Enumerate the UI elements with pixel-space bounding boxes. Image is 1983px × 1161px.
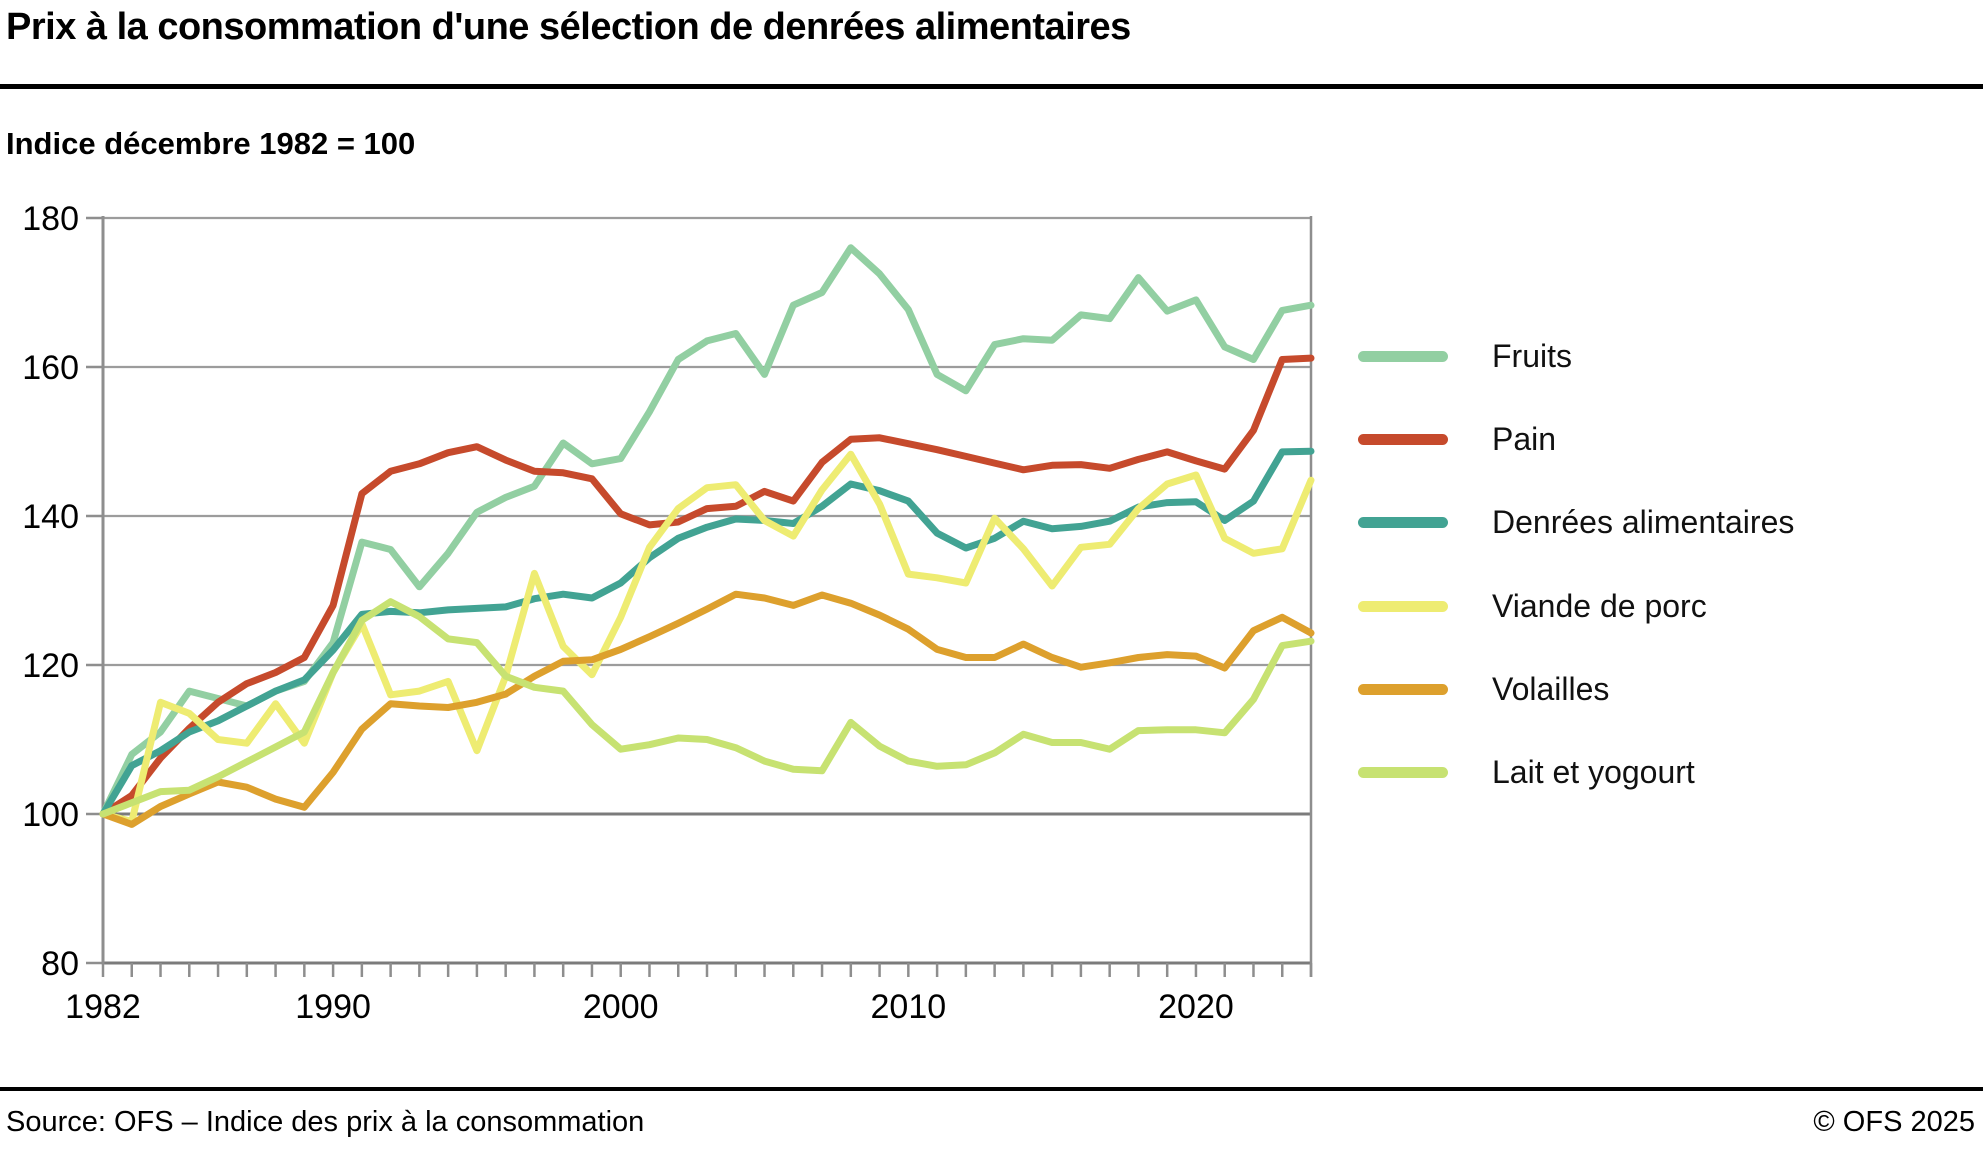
viande-de-porc-line-swatch xyxy=(1358,600,1448,612)
price-index-line-chart: 80 100 120 140 160 180 1982 1990 2000 2010 2020 xyxy=(22,200,1315,1026)
page-title: Prix à la consommation d'une sélection d… xyxy=(6,6,1131,48)
y-tick-label-100: 100 xyxy=(22,796,79,834)
legend-item-lait-et-yogourt: Lait et yogourt xyxy=(1358,754,1695,790)
legend-label: Denrées alimentaires xyxy=(1492,503,1795,540)
series-line-viande-de-porc xyxy=(99,450,1315,825)
series-line-pain xyxy=(99,354,1315,818)
y-tick-label-80: 80 xyxy=(41,945,79,983)
legend-label: Lait et yogourt xyxy=(1492,753,1695,790)
legend-label: Pain xyxy=(1492,420,1557,457)
line-chart-area: 80 100 120 140 160 180 1982 1990 2000 2010 2020 xyxy=(0,170,1983,1050)
copyright-note: © OFS 2025 xyxy=(1813,1106,1975,1138)
legend-item-volailles: Volailles xyxy=(1358,671,1609,707)
legend-label: Fruits xyxy=(1492,337,1572,374)
series-line-volailles xyxy=(99,590,1315,828)
legend-item-viande-de-porc: Viande de porc xyxy=(1358,588,1707,624)
chart-subtitle-index-base: Indice décembre 1982 = 100 xyxy=(6,126,416,161)
title-divider xyxy=(0,84,1983,89)
y-tick-label-140: 140 xyxy=(22,498,79,536)
legend-label: Viande de porc xyxy=(1492,587,1707,624)
x-tick-label-2010: 2010 xyxy=(871,988,947,1026)
y-tick-label-160: 160 xyxy=(22,349,79,387)
denrees-line-swatch xyxy=(1358,516,1448,528)
legend-item-pain: Pain xyxy=(1358,421,1556,457)
x-tick-label-2020: 2020 xyxy=(1158,988,1234,1026)
series-line-denr-es-alimentaires xyxy=(99,447,1315,818)
y-tick-label-120: 120 xyxy=(22,647,79,685)
fruits-line-swatch xyxy=(1358,350,1448,362)
legend-item-denrees-alimentaires: Denrées alimentaires xyxy=(1358,504,1794,540)
series-line-lait-et-yogourt xyxy=(99,598,1315,818)
y-tick-label-180: 180 xyxy=(22,200,79,238)
legend-item-fruits: Fruits xyxy=(1358,338,1572,374)
lait-line-swatch xyxy=(1358,766,1448,778)
legend-label: Volailles xyxy=(1492,670,1610,707)
volailles-line-swatch xyxy=(1358,683,1448,695)
x-tick-label-1982: 1982 xyxy=(65,988,141,1026)
source-note: Source: OFS – Indice des prix à la conso… xyxy=(6,1106,645,1138)
x-tick-label-2000: 2000 xyxy=(583,988,659,1026)
pain-line-swatch xyxy=(1358,433,1448,445)
footer-divider xyxy=(0,1087,1983,1091)
x-tick-label-1990: 1990 xyxy=(295,988,371,1026)
